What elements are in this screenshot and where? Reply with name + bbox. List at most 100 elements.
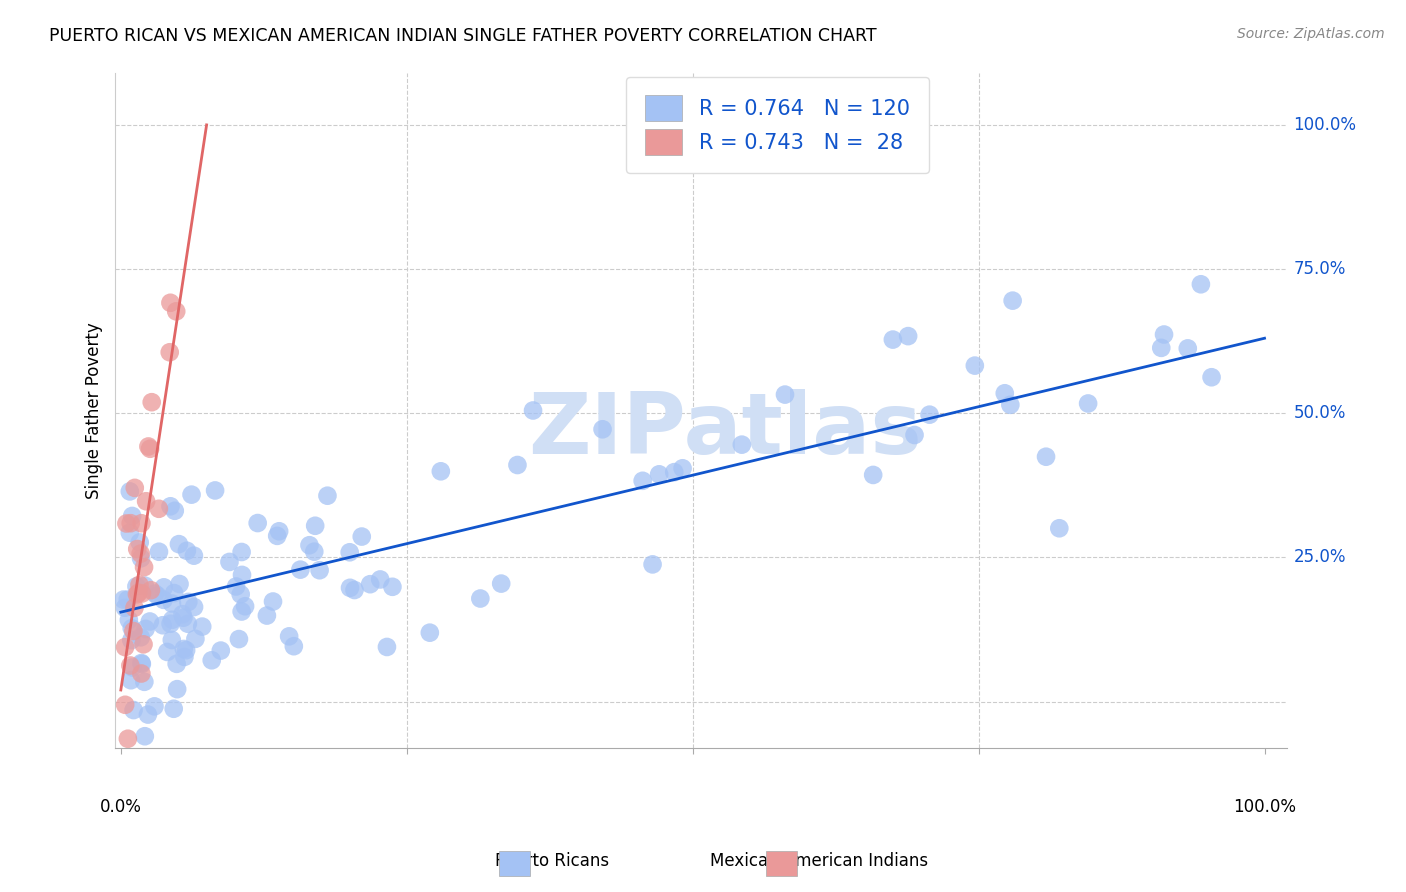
Point: [139, 583, 162, 598]
Point: [166, 682, 188, 697]
Point: [129, 547, 152, 561]
Point: [120, 658, 142, 673]
Point: [204, 483, 226, 498]
Point: [139, 442, 162, 456]
Point: [641, 558, 664, 572]
Text: Mexican American Indians: Mexican American Indians: [689, 852, 928, 870]
Point: [128, 535, 150, 549]
Point: [350, 530, 373, 544]
Point: [664, 465, 686, 479]
Point: [141, 395, 163, 409]
Point: [173, 642, 195, 657]
Legend: R = 0.764   N = 120, R = 0.743   N =  28: R = 0.764 N = 120, R = 0.743 N = 28: [626, 77, 929, 173]
Point: [246, 516, 269, 530]
Point: [470, 591, 492, 606]
Point: [121, 660, 143, 674]
Point: [201, 653, 224, 667]
Point: [169, 577, 191, 591]
Point: [165, 304, 187, 318]
Point: [131, 516, 153, 531]
Point: [430, 464, 453, 478]
Point: [671, 461, 693, 475]
Point: [135, 494, 157, 508]
Point: [173, 649, 195, 664]
Point: [862, 467, 884, 482]
Point: [1000, 398, 1022, 412]
Point: [159, 295, 181, 310]
Point: [489, 576, 512, 591]
Point: [897, 329, 920, 343]
Point: [128, 578, 150, 592]
Point: [114, 698, 136, 712]
Point: [266, 529, 288, 543]
Point: [112, 592, 135, 607]
Point: [159, 500, 181, 514]
Point: [160, 632, 183, 647]
Point: [131, 586, 153, 600]
Point: [172, 607, 194, 622]
Point: [118, 484, 141, 499]
Point: [304, 544, 326, 558]
Point: [118, 525, 141, 540]
Point: [146, 589, 169, 603]
Point: [122, 624, 145, 638]
Point: [120, 633, 142, 648]
Point: [121, 621, 143, 635]
Point: [283, 639, 305, 653]
Point: [278, 629, 301, 643]
Point: [316, 489, 339, 503]
Point: [118, 613, 141, 627]
Point: [381, 580, 404, 594]
Point: [114, 640, 136, 654]
Text: 100.0%: 100.0%: [1233, 798, 1296, 816]
Point: [1153, 327, 1175, 342]
Point: [298, 538, 321, 552]
Point: [375, 640, 398, 654]
Point: [994, 386, 1017, 401]
Point: [172, 611, 194, 625]
Point: [131, 666, 153, 681]
Point: [225, 579, 247, 593]
Point: [129, 630, 152, 644]
Point: [228, 632, 250, 646]
Point: [152, 592, 174, 607]
Point: [648, 467, 671, 482]
Point: [339, 581, 361, 595]
Point: [290, 563, 312, 577]
Point: [963, 359, 986, 373]
Point: [209, 643, 232, 657]
Point: [117, 592, 139, 607]
Text: Puerto Ricans: Puerto Ricans: [474, 852, 609, 870]
Point: [148, 545, 170, 559]
Point: [156, 645, 179, 659]
Point: [882, 333, 904, 347]
Point: [177, 616, 200, 631]
Text: 75.0%: 75.0%: [1294, 260, 1346, 278]
Point: [731, 437, 754, 451]
Point: [177, 595, 200, 609]
Point: [125, 587, 148, 601]
Text: Source: ZipAtlas.com: Source: ZipAtlas.com: [1237, 27, 1385, 41]
Point: [163, 702, 186, 716]
Point: [125, 579, 148, 593]
Point: [127, 542, 149, 557]
Point: [174, 643, 197, 657]
Text: 100.0%: 100.0%: [1294, 116, 1357, 134]
Point: [773, 387, 796, 401]
Point: [115, 516, 138, 531]
Point: [122, 703, 145, 717]
Point: [359, 577, 381, 591]
Point: [233, 599, 256, 614]
Point: [163, 586, 186, 600]
Point: [419, 625, 441, 640]
Point: [269, 524, 291, 539]
Point: [120, 516, 142, 531]
Text: ZIPatlas: ZIPatlas: [527, 389, 921, 472]
Point: [184, 632, 207, 646]
Point: [143, 586, 166, 600]
Point: [163, 504, 186, 518]
Point: [368, 573, 391, 587]
Point: [218, 555, 240, 569]
Point: [153, 580, 176, 594]
Point: [152, 618, 174, 632]
